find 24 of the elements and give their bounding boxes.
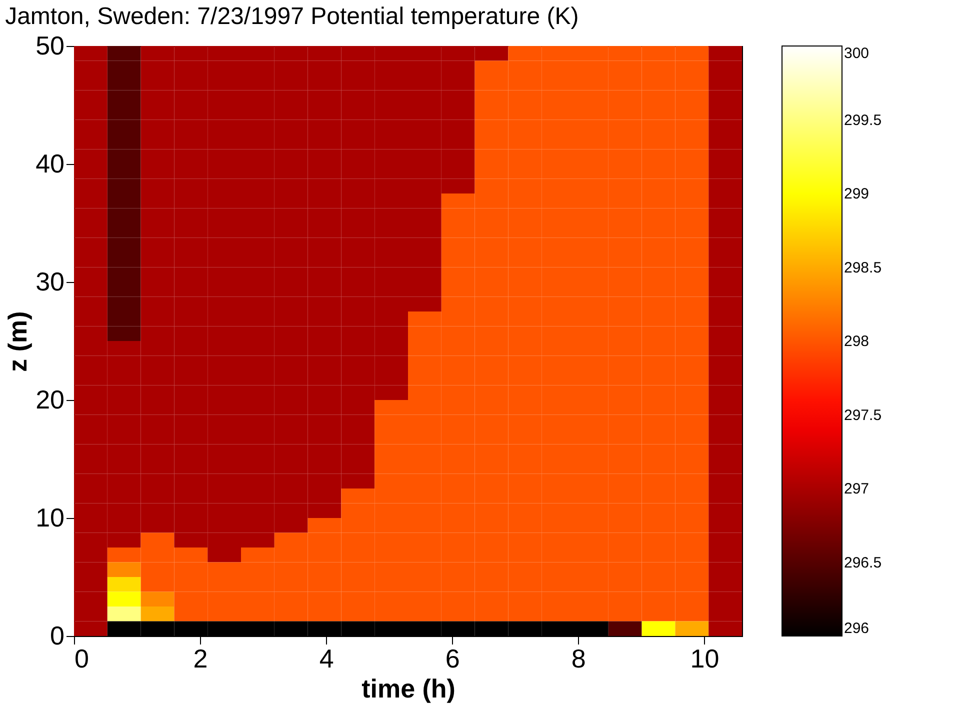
color-bar-label: 299 — [844, 186, 870, 202]
color-bar-label: 297.5 — [844, 406, 882, 424]
y-tick-label: 50 — [36, 30, 64, 60]
x-tick-label: 8 — [571, 644, 586, 674]
color-bar-label: 298.5 — [844, 259, 882, 276]
x-tick-label: 4 — [319, 644, 334, 674]
x-axis-title: time (h) — [362, 674, 456, 704]
x-tick-label: 2 — [193, 644, 208, 674]
x-tick-label: 6 — [445, 644, 460, 674]
color-bar-label: 300 — [844, 45, 870, 62]
color-bar-label: 299.5 — [844, 112, 882, 129]
y-tick-label: 30 — [36, 266, 64, 296]
y-tick-label: 20 — [36, 384, 64, 414]
chart-title: Jamton, Sweden: 7/23/1997 Potential temperature (K) — [5, 3, 579, 30]
color-bar-label: 296 — [844, 620, 870, 637]
y-tick-label: 0 — [50, 620, 64, 650]
y-tick-label: 10 — [36, 502, 64, 532]
y-tick-label: 40 — [36, 148, 64, 178]
x-tick-label: 10 — [690, 644, 720, 674]
x-tick-label: 0 — [74, 644, 89, 674]
y-axis-title: z (m) — [2, 311, 33, 372]
color-bar-label: 297 — [844, 480, 870, 498]
color-bar-label: 298 — [844, 333, 870, 350]
color-bar-label: 296.5 — [844, 554, 882, 572]
